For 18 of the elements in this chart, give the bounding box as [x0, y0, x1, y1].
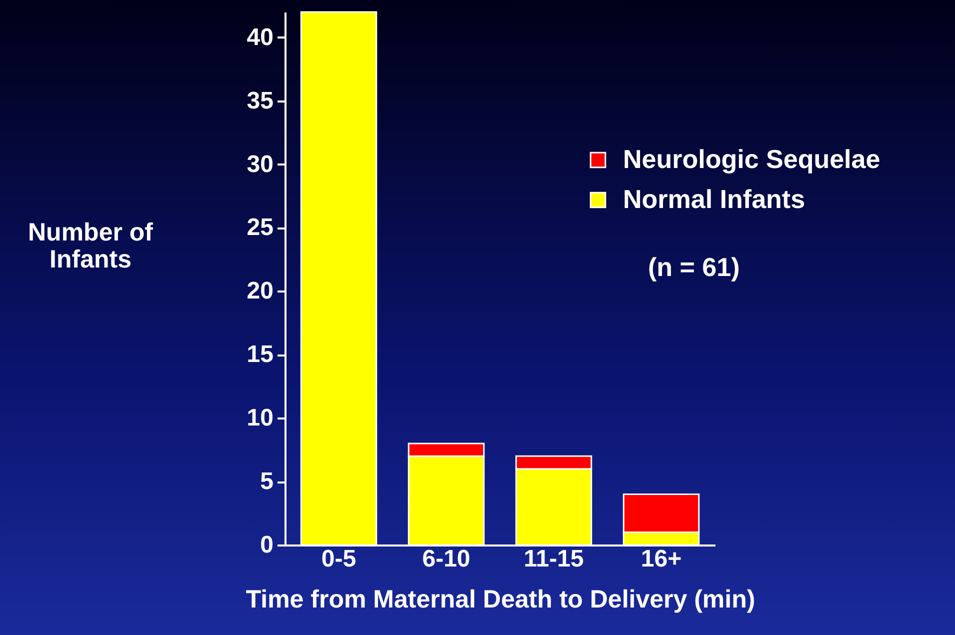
y-tick-label: 30 [246, 150, 274, 178]
y-tick-label: 20 [246, 278, 274, 305]
y-tick-label: 10 [246, 404, 274, 432]
annotation: (n = 61) [648, 252, 740, 283]
legend-label: Neurologic Sequelae [623, 144, 880, 174]
y-tick-label: 0 [260, 532, 274, 558]
y-axis-title: Number of Infants [28, 218, 154, 274]
y-tick-label: 40 [246, 24, 274, 51]
y-tick-label: 5 [260, 468, 274, 496]
y-tick-label: 25 [246, 214, 274, 242]
x-axis-title: Time from Maternal Death to Delivery (min) [246, 586, 756, 614]
x-tick-label: 0-5 [321, 546, 356, 572]
legend-label: Normal Infants [623, 184, 806, 214]
x-tick-label: 6-10 [422, 546, 470, 572]
x-tick-label: 16+ [640, 546, 682, 572]
y-tick-label: 15 [246, 341, 274, 368]
y-tick-label: 35 [246, 87, 274, 114]
x-tick-label: 11-15 [524, 546, 584, 572]
